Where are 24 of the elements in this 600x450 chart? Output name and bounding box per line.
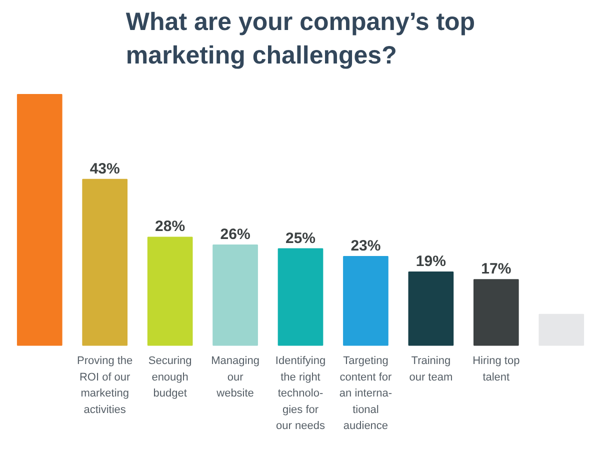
bar xyxy=(473,279,519,346)
chart-title: What are your company’s top marketing challenges? xyxy=(126,8,476,70)
x-tick-label: Training our team xyxy=(409,355,453,384)
x-tick-label: Securing enough budget xyxy=(148,355,192,400)
bar xyxy=(212,244,258,346)
bar xyxy=(278,248,324,346)
x-tick-label: Proving the ROI of our marketing activities xyxy=(77,355,133,416)
data-label: 25% xyxy=(285,230,316,247)
bar xyxy=(147,236,193,346)
data-label: 28% xyxy=(155,218,186,236)
bar xyxy=(343,256,388,346)
bar xyxy=(16,94,62,346)
bar xyxy=(82,178,128,346)
x-tick-label: Managing our website xyxy=(211,355,260,400)
data-label: 43% xyxy=(90,160,120,178)
bar xyxy=(538,314,584,346)
x-tick-label: Hiring top talent xyxy=(472,355,520,384)
data-label: 17% xyxy=(481,260,512,278)
data-label: 23% xyxy=(350,238,381,255)
x-tick-label: Targeting content for an interna- tional audience xyxy=(339,355,392,432)
x-tick-label: Identifying the right technolo- gies for our needs xyxy=(275,355,326,432)
bar xyxy=(408,271,454,346)
data-label: 19% xyxy=(416,252,446,270)
data-label: 26% xyxy=(220,226,250,243)
